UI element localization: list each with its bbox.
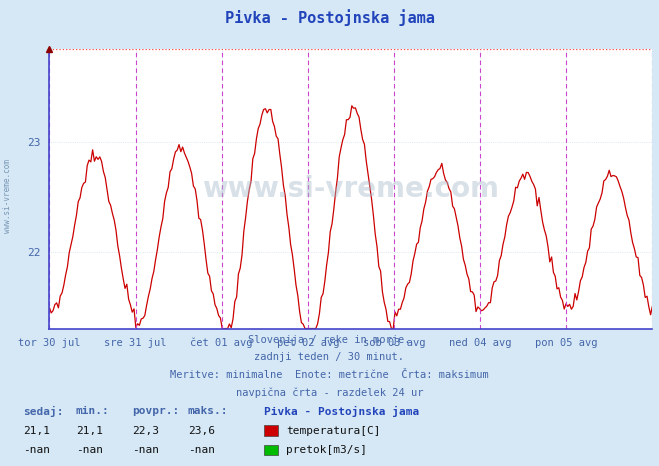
Text: Meritve: minimalne  Enote: metrične  Črta: maksimum: Meritve: minimalne Enote: metrične Črta:… [170, 370, 489, 380]
Text: min.:: min.: [76, 406, 109, 416]
Text: -nan: -nan [188, 445, 215, 455]
Text: Slovenija / reke in morje.: Slovenija / reke in morje. [248, 335, 411, 344]
Text: 22,3: 22,3 [132, 425, 159, 436]
Text: www.si-vreme.com: www.si-vreme.com [202, 175, 500, 203]
Text: www.si-vreme.com: www.si-vreme.com [3, 159, 13, 233]
Text: maks.:: maks.: [188, 406, 228, 416]
Text: povpr.:: povpr.: [132, 406, 179, 416]
Text: navpična črta - razdelek 24 ur: navpična črta - razdelek 24 ur [236, 388, 423, 398]
Text: -nan: -nan [132, 445, 159, 455]
Text: temperatura[C]: temperatura[C] [286, 425, 380, 436]
Text: -nan: -nan [76, 445, 103, 455]
Text: pretok[m3/s]: pretok[m3/s] [286, 445, 367, 455]
Text: sedaj:: sedaj: [23, 405, 63, 417]
Text: 23,6: 23,6 [188, 425, 215, 436]
Text: Pivka - Postojnska jama: Pivka - Postojnska jama [225, 9, 434, 26]
Text: -nan: -nan [23, 445, 50, 455]
Text: 21,1: 21,1 [76, 425, 103, 436]
Text: 21,1: 21,1 [23, 425, 50, 436]
Text: Pivka - Postojnska jama: Pivka - Postojnska jama [264, 405, 419, 417]
Text: zadnji teden / 30 minut.: zadnji teden / 30 minut. [254, 352, 405, 362]
